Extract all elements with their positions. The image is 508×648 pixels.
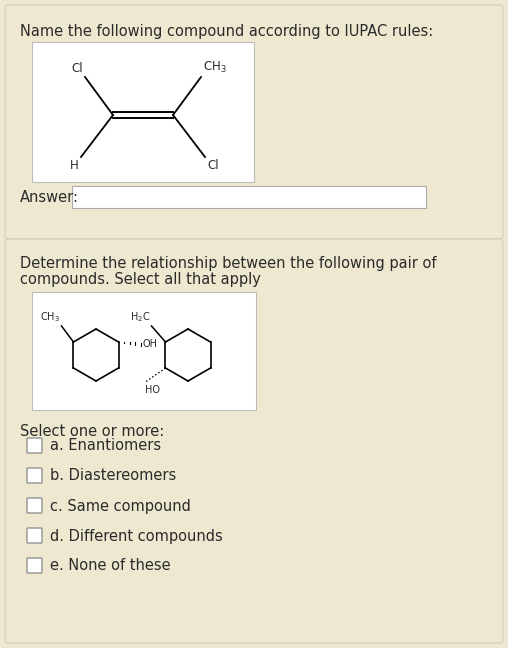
Text: b. Diastereomers: b. Diastereomers [50, 469, 176, 483]
Text: Name the following compound according to IUPAC rules:: Name the following compound according to… [20, 24, 433, 39]
Text: H$_2$C: H$_2$C [130, 310, 150, 324]
Text: Cl: Cl [207, 159, 218, 172]
Text: c. Same compound: c. Same compound [50, 498, 191, 513]
Text: Answer:: Answer: [20, 189, 79, 205]
Text: e. None of these: e. None of these [50, 559, 171, 573]
FancyBboxPatch shape [27, 498, 42, 513]
Text: Select one or more:: Select one or more: [20, 424, 164, 439]
Text: HO: HO [145, 385, 161, 395]
FancyBboxPatch shape [27, 558, 42, 573]
Text: CH$_3$: CH$_3$ [203, 60, 227, 75]
Bar [72, 186, 426, 208]
FancyBboxPatch shape [5, 5, 503, 239]
Text: Cl: Cl [72, 62, 83, 75]
Text: H: H [70, 159, 79, 172]
FancyBboxPatch shape [27, 438, 42, 453]
FancyBboxPatch shape [27, 468, 42, 483]
Text: Determine the relationship between the following pair of: Determine the relationship between the f… [20, 256, 436, 271]
FancyBboxPatch shape [27, 528, 42, 543]
Bar [32, 42, 254, 182]
FancyBboxPatch shape [5, 239, 503, 643]
Text: a. Enantiomers: a. Enantiomers [50, 439, 161, 454]
Text: CH$_3$: CH$_3$ [41, 310, 60, 324]
Text: OH: OH [143, 339, 157, 349]
Text: d. Different compounds: d. Different compounds [50, 529, 223, 544]
Text: compounds. Select all that apply: compounds. Select all that apply [20, 272, 261, 287]
Bar [32, 292, 256, 410]
